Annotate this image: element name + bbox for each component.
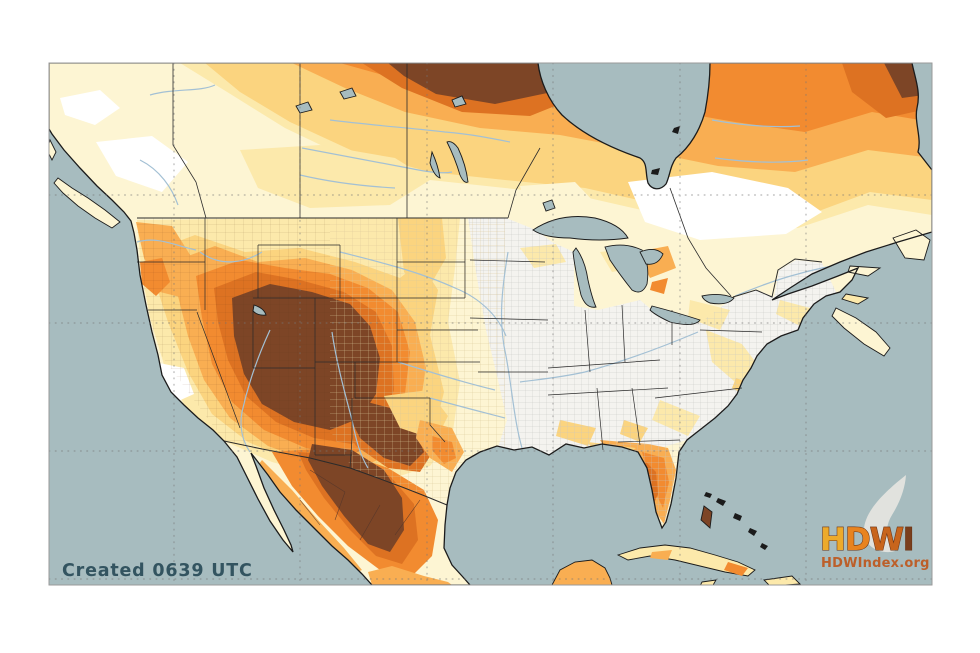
lake-ontario — [701, 293, 735, 305]
haida-gwaii — [49, 138, 57, 162]
andros-island — [700, 505, 713, 529]
logo-letter: W — [870, 522, 904, 558]
contour-region — [60, 90, 120, 125]
lake-michigan — [572, 247, 597, 308]
lakes — [252, 87, 735, 325]
newfoundland — [892, 229, 931, 261]
logo-letter: D — [845, 522, 870, 558]
vancouver-island — [53, 177, 121, 229]
contour-region — [650, 550, 672, 560]
georgian-bay — [639, 249, 664, 265]
contour-region — [256, 460, 362, 576]
graticule — [49, 63, 932, 585]
lake-nipigon — [542, 199, 556, 212]
state-borders — [137, 218, 763, 469]
county-grid-west — [137, 218, 330, 465]
islands — [49, 126, 931, 585]
contour-region — [520, 182, 596, 218]
county-grid-east — [468, 218, 838, 528]
logo-site-url: HDWIndex.org — [821, 556, 930, 571]
northern-lake — [295, 101, 313, 114]
logo-letter: I — [903, 522, 914, 558]
northern-lake — [339, 87, 357, 100]
created-timestamp: Created 0639 UTC — [62, 561, 253, 581]
bahamas-islets — [704, 492, 768, 550]
contour-region — [724, 562, 748, 576]
us-canada-border-east — [732, 258, 823, 298]
lake-superior — [532, 216, 629, 241]
flame-icon — [863, 475, 906, 553]
northern-lake — [451, 95, 467, 108]
logo-wordmark: HDWI — [820, 522, 913, 558]
great-salt-lake — [252, 304, 267, 316]
contour-region — [96, 136, 188, 192]
mexico-state-borders — [299, 469, 421, 541]
county-grid-plains — [330, 218, 505, 505]
contour-region — [628, 172, 822, 240]
contour-region — [368, 566, 452, 585]
james-bay-islets — [651, 126, 680, 175]
hispaniola — [763, 575, 802, 585]
county-texture — [137, 218, 838, 528]
lake-huron — [604, 244, 649, 293]
contour-region — [650, 278, 668, 294]
contour-region — [240, 145, 430, 208]
prince-edward-island — [841, 293, 870, 305]
lake-erie — [649, 305, 701, 325]
contour-region — [388, 63, 562, 104]
lake-winnipeg — [446, 141, 469, 183]
hdwi-logo: HDWI HDWIndex.org — [819, 475, 930, 571]
map-frame — [48, 62, 933, 586]
logo-letter: H — [820, 522, 845, 558]
lake-winnipegosis — [429, 150, 441, 179]
